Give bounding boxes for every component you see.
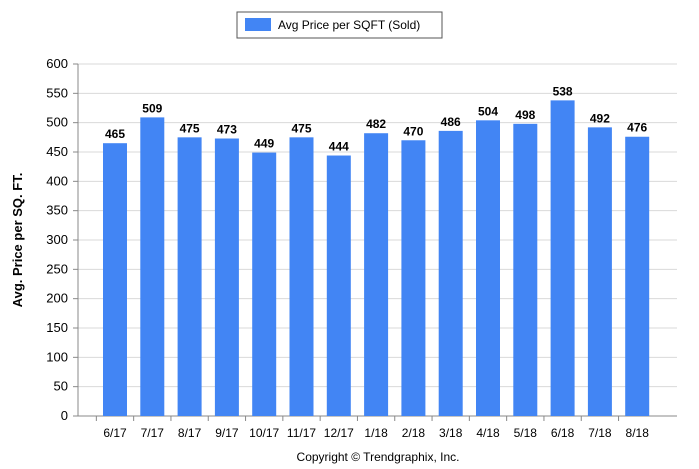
- x-tick-label: 6/17: [103, 426, 127, 440]
- bar: [364, 133, 389, 416]
- bar-value-label: 504: [478, 104, 498, 118]
- y-tick-label: 50: [54, 379, 68, 394]
- y-tick-label: 350: [46, 203, 68, 218]
- bar-value-label: 476: [627, 121, 647, 135]
- x-tick-label: 3/18: [439, 426, 463, 440]
- x-tick-label: 6/18: [551, 426, 575, 440]
- bar: [587, 127, 612, 417]
- x-tick-label: 8/18: [626, 426, 650, 440]
- legend-label: Avg Price per SQFT (Sold): [278, 18, 420, 32]
- x-tick-label: 4/18: [476, 426, 500, 440]
- bar-value-label: 498: [515, 108, 535, 122]
- x-tick-label: 12/17: [324, 426, 354, 440]
- legend-swatch: [245, 18, 271, 31]
- y-tick-label: 200: [46, 291, 68, 306]
- bar: [326, 155, 351, 416]
- bar: [513, 123, 538, 416]
- bar-value-label: 465: [105, 127, 125, 141]
- y-tick-label: 250: [46, 261, 68, 276]
- bar: [550, 100, 575, 416]
- x-tick-label: 7/18: [588, 426, 612, 440]
- tick-labels: 0 50 100 150 200 250 300 350 400 450 500 550 600 6/17…: [46, 56, 649, 440]
- bar-value-label: 473: [217, 123, 237, 137]
- bar-value-label: 538: [553, 84, 573, 98]
- bar: [438, 130, 463, 416]
- bar-value-label: 444: [329, 140, 349, 154]
- bar: [177, 137, 202, 417]
- y-tick-label: 400: [46, 173, 68, 188]
- bar-value-label: 475: [291, 121, 311, 135]
- bar-value-label: 470: [403, 124, 423, 138]
- bar: [476, 120, 500, 416]
- y-tick-label: 600: [46, 56, 68, 71]
- copyright-text: Copyright © Trendgraphix, Inc.: [297, 450, 460, 464]
- y-axis-title: Avg. Price per SQ. FT.: [10, 173, 25, 308]
- x-tick-label: 11/17: [287, 426, 316, 440]
- x-tick-label: 1/18: [364, 426, 388, 440]
- bar-value-label: 492: [590, 111, 610, 125]
- x-tick-label: 5/18: [514, 426, 538, 440]
- bar: [103, 143, 127, 416]
- y-tick-label: 300: [46, 232, 68, 247]
- bar: [401, 140, 426, 416]
- bar-value-label: 509: [142, 101, 162, 115]
- data-labels: 465 509 475 473 449 475 444 482 470 486 504 498 538 4…: [105, 84, 648, 153]
- x-tick-label: 7/17: [141, 426, 165, 440]
- y-tick-label: 0: [61, 408, 68, 423]
- y-tick-label: 550: [46, 85, 68, 100]
- bar: [252, 152, 277, 416]
- x-tick-label: 8/17: [178, 426, 202, 440]
- bar: [625, 136, 650, 416]
- y-tick-label: 500: [46, 115, 68, 130]
- bar: [214, 138, 239, 417]
- bar-value-label: 475: [180, 121, 200, 135]
- legend-box: [236, 11, 443, 39]
- bar: [289, 137, 314, 417]
- bars: [103, 100, 650, 417]
- y-tick-label: 150: [46, 320, 68, 335]
- x-tick-label: 2/18: [402, 426, 426, 440]
- bar: [140, 117, 165, 417]
- x-tick-label: 10/17: [249, 426, 279, 440]
- y-tick-label: 450: [46, 144, 68, 159]
- y-tick-label: 100: [46, 349, 68, 364]
- bar-value-label: 486: [441, 115, 461, 129]
- legend: Avg Price per SQFT (Sold): [236, 11, 443, 39]
- bar-value-label: 482: [366, 117, 386, 131]
- bar-value-label: 449: [254, 137, 274, 151]
- x-tick-label: 9/17: [215, 426, 239, 440]
